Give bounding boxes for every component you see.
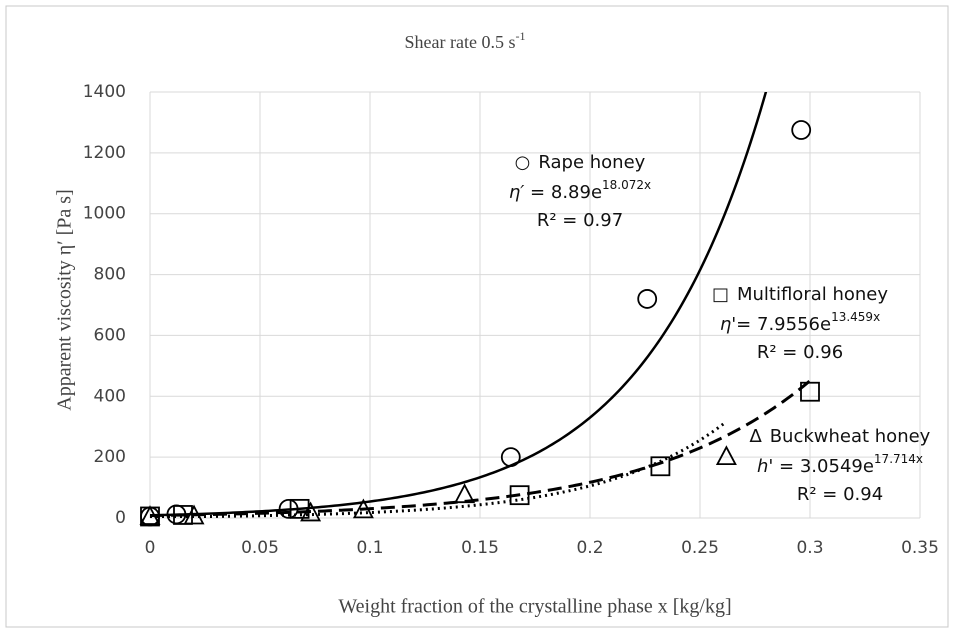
y-tick-label: 200 <box>94 447 126 467</box>
x-tick-label: 0.2 <box>576 538 603 558</box>
eq-var: x <box>644 178 651 192</box>
title-text: Shear rate 0.5 s <box>405 32 516 52</box>
x-tick-label: 0.15 <box>461 538 499 558</box>
point <box>300 501 322 522</box>
r2-value: 0.97 <box>583 210 623 231</box>
point <box>509 485 530 506</box>
r2-prefix: R² = <box>537 210 583 231</box>
point <box>715 445 737 466</box>
plot-area <box>150 92 811 518</box>
eq-base: e <box>820 314 831 335</box>
annotation-name: ○ Rape honey <box>515 152 646 173</box>
r2-prefix: R² = <box>757 342 803 363</box>
eq-prefix: h' = <box>757 456 800 477</box>
point <box>352 498 374 519</box>
title-sup: -1 <box>515 29 525 43</box>
annotation-series: Rape honey <box>538 152 645 173</box>
annotation-symbol: ∆ <box>749 426 763 447</box>
y-tick-label: 1400 <box>83 82 126 102</box>
point <box>278 498 299 519</box>
annotation-equation: η'= 7.9556e13.459x <box>720 310 880 336</box>
eq-var: x <box>916 452 923 466</box>
r2-value: 0.94 <box>843 484 883 505</box>
chart-border <box>5 5 949 628</box>
annotation-series: Buckwheat honey <box>770 426 931 447</box>
eq-a: 7.9556 <box>757 314 820 335</box>
x-axis-label: Weight fraction of the crystalline phase… <box>338 596 731 618</box>
eq-a: 8.89 <box>551 182 591 203</box>
eq-b: 13.459 <box>831 310 873 324</box>
eq-prefix: η'= <box>720 314 757 335</box>
point <box>800 381 820 402</box>
point <box>650 456 671 477</box>
annotation-symbol: □ <box>712 284 729 305</box>
eq-base: e <box>863 456 874 477</box>
annotation-r2: R² = 0.94 <box>797 484 883 505</box>
point <box>791 120 812 140</box>
x-tick-label: 0.35 <box>901 538 939 558</box>
annotation-name: □ Multifloral honey <box>712 284 888 305</box>
point <box>183 504 205 525</box>
y-tick-label: 800 <box>94 265 126 285</box>
annotation-r2: R² = 0.97 <box>537 210 623 231</box>
annotation-equation: h' = 3.0549e17.714x <box>757 452 923 478</box>
x-tick-label: 0.3 <box>796 538 823 558</box>
x-tick-label: 0 <box>145 538 156 558</box>
annotation-series: Multifloral honey <box>737 284 888 305</box>
annotation-equation: η′ = 8.89e18.072x <box>509 178 651 204</box>
point <box>637 289 658 309</box>
eq-b: 17.714 <box>874 452 916 466</box>
x-tick-label: 0.25 <box>681 538 719 558</box>
point <box>500 447 521 468</box>
point <box>173 505 193 525</box>
annotation-r2: R² = 0.96 <box>757 342 843 363</box>
eq-var: x <box>873 310 880 324</box>
r2-value: 0.96 <box>803 342 843 363</box>
eq-a: 3.0549 <box>800 456 863 477</box>
eq-base: e <box>591 182 602 203</box>
eq-b: 18.072 <box>602 178 644 192</box>
point <box>139 505 161 525</box>
x-tick-label: 0.05 <box>241 538 279 558</box>
trend-line <box>150 92 768 517</box>
y-tick-label: 600 <box>94 325 126 345</box>
r2-prefix: R² = <box>797 484 843 505</box>
annotation-name: ∆ Buckwheat honey <box>749 426 931 447</box>
point <box>454 483 476 504</box>
x-tick-label: 0.1 <box>356 538 383 558</box>
y-axis-label: Apparent viscosity η′ [Pa s] <box>54 189 76 410</box>
trend-line <box>150 379 811 518</box>
eq-prefix: η′ = <box>509 182 551 203</box>
y-tick-label: 1200 <box>83 143 126 163</box>
annotation-symbol: ○ <box>515 152 531 173</box>
y-tick-label: 1000 <box>83 204 126 224</box>
y-tick-label: 0 <box>115 508 126 528</box>
trend-line <box>150 420 728 518</box>
y-tick-label: 400 <box>94 386 126 406</box>
chart-title: Shear rate 0.5 s-1 <box>405 29 526 52</box>
